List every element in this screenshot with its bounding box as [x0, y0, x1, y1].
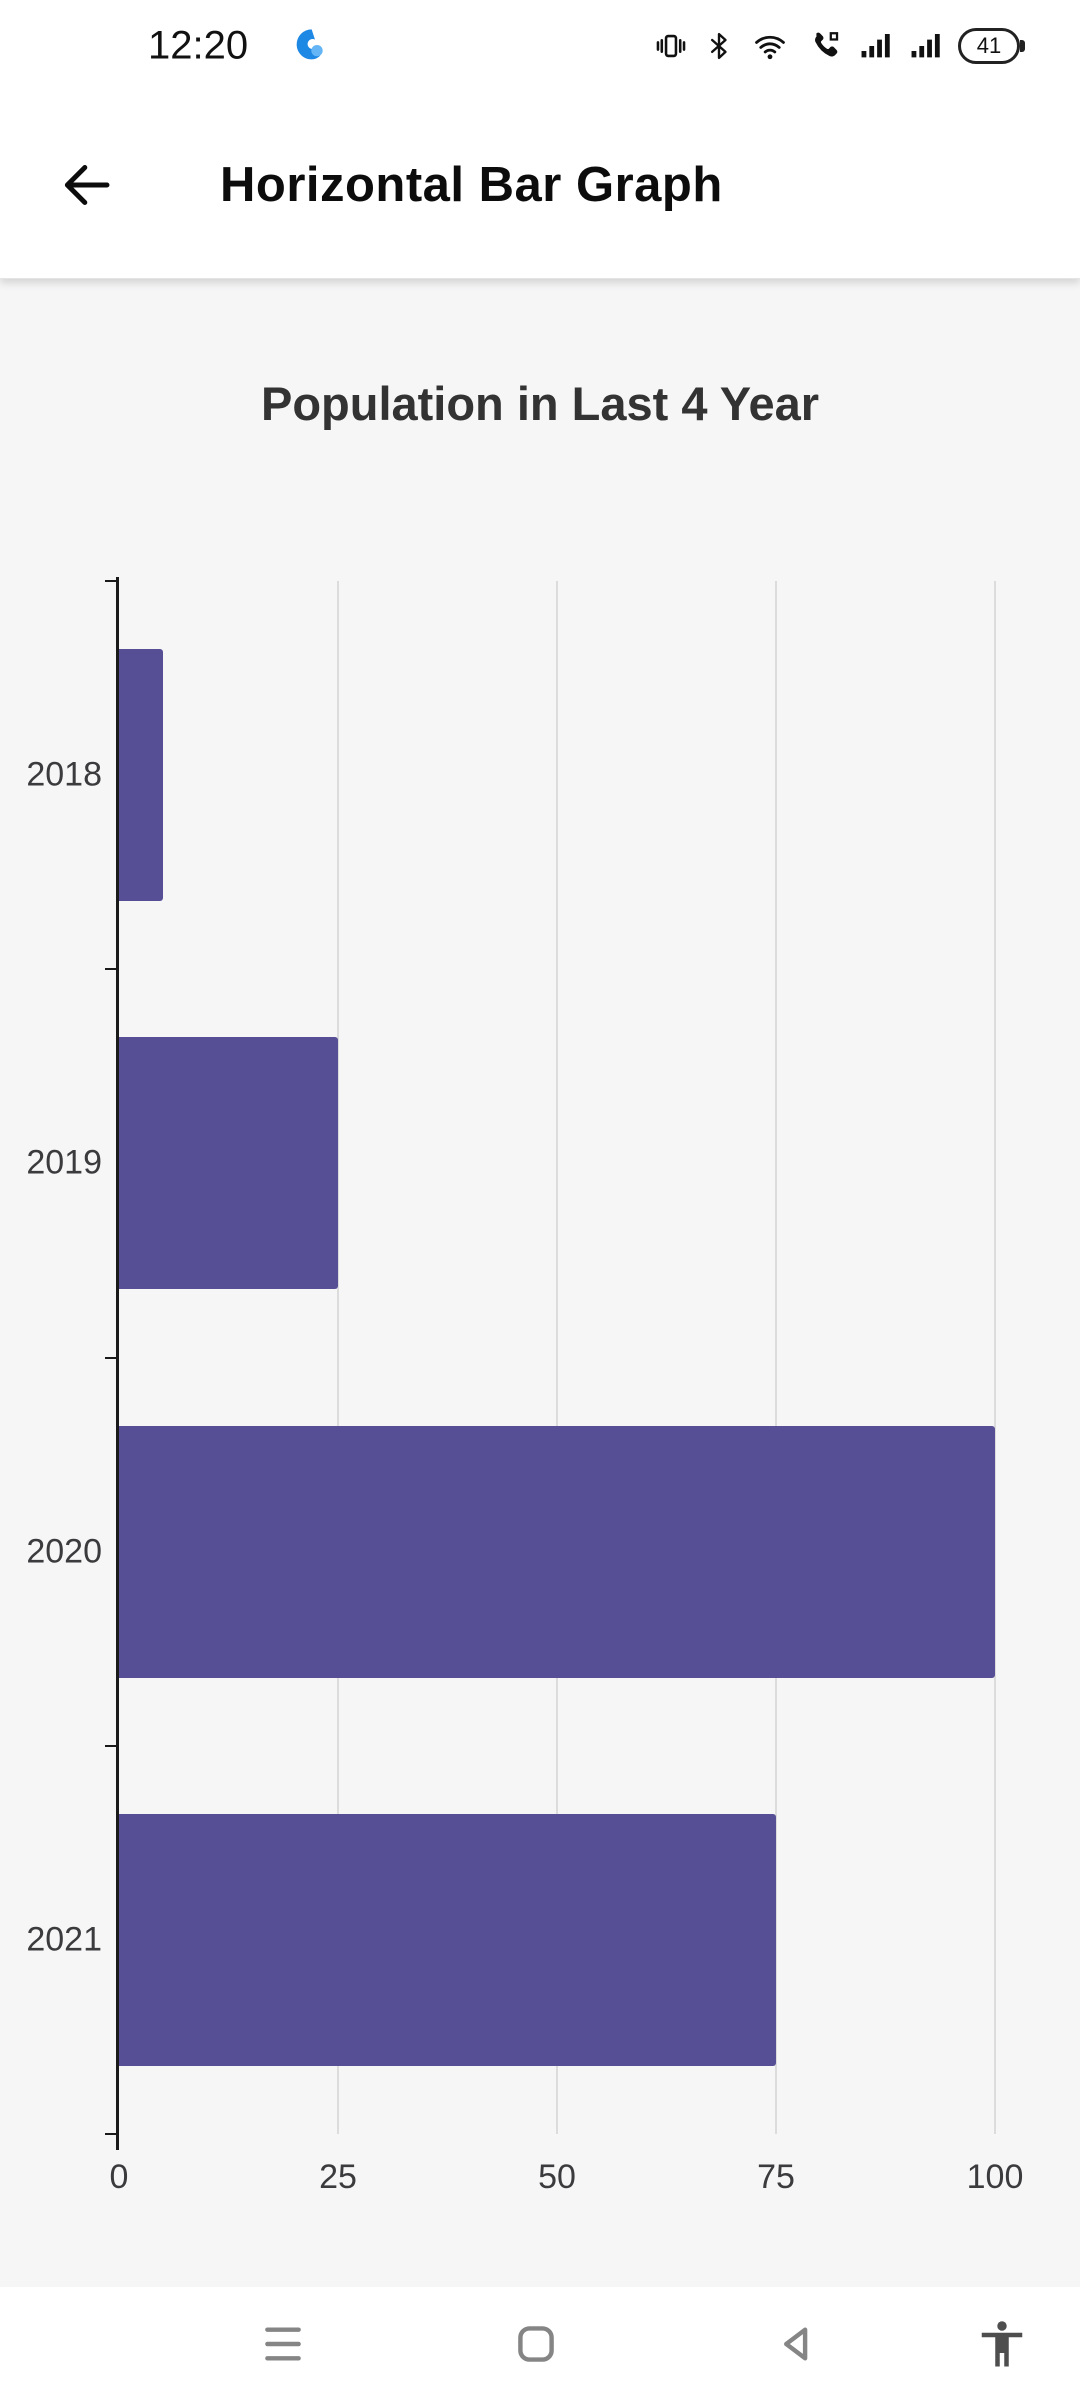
- bluetooth-icon: [704, 29, 734, 63]
- accessibility-icon[interactable]: [975, 2317, 1029, 2371]
- x-tick-label: 0: [109, 2158, 129, 2196]
- x-tick-label: 100: [966, 2158, 1024, 2196]
- page-title: Horizontal Bar Graph: [220, 158, 723, 212]
- y-axis-tick: [105, 580, 119, 582]
- x-tick-label: 75: [757, 2158, 795, 2196]
- bar-2020: [119, 1426, 995, 1678]
- battery-icon: 41: [958, 28, 1025, 64]
- bar-2018: [119, 649, 163, 901]
- category-label: 2019: [26, 1143, 102, 1182]
- category-label: 2020: [26, 1532, 102, 1571]
- status-bar: 12:20: [0, 0, 1080, 92]
- category-label: 2018: [26, 755, 102, 794]
- y-axis-tick: [105, 1357, 119, 1359]
- gridline: [556, 581, 558, 2134]
- navigation-bar: [0, 2287, 1080, 2400]
- call-icon: [806, 29, 842, 63]
- y-axis-line: [116, 577, 119, 2150]
- app-bar: Horizontal Bar Graph: [0, 92, 1080, 279]
- x-tick-label: 25: [319, 2158, 357, 2196]
- battery-nub: [1020, 40, 1025, 52]
- clock: 12:20: [148, 23, 249, 68]
- battery-percent: 41: [976, 33, 1002, 58]
- chart-title: Population in Last 4 Year: [260, 377, 820, 430]
- signal-sim2-icon: [908, 29, 942, 63]
- wifi-icon: [750, 29, 790, 63]
- status-icon-cluster: 41: [654, 28, 1025, 64]
- gridline: [994, 581, 996, 2134]
- y-axis-tick: [105, 1745, 119, 1747]
- y-axis-tick: [105, 968, 119, 970]
- back-nav-icon[interactable]: [770, 2318, 822, 2370]
- signal-sim1-icon: [858, 29, 892, 63]
- x-tick-label: 50: [538, 2158, 576, 2196]
- home-icon[interactable]: [510, 2318, 562, 2370]
- category-label: 2021: [26, 1920, 102, 1959]
- chart: 2018 2019 2020 2021 0 25 50 75 100: [0, 577, 1080, 2261]
- recents-icon[interactable]: [257, 2318, 309, 2370]
- notification-swirl-icon: [290, 26, 330, 66]
- plot-area: [105, 577, 996, 2150]
- bar-2019: [119, 1037, 338, 1289]
- y-axis-tick: [105, 2133, 119, 2135]
- gridline: [337, 581, 339, 2134]
- gridline: [775, 581, 777, 2134]
- vibrate-icon: [654, 29, 688, 63]
- back-arrow-icon[interactable]: [54, 153, 118, 217]
- bar-2021: [119, 1814, 776, 2066]
